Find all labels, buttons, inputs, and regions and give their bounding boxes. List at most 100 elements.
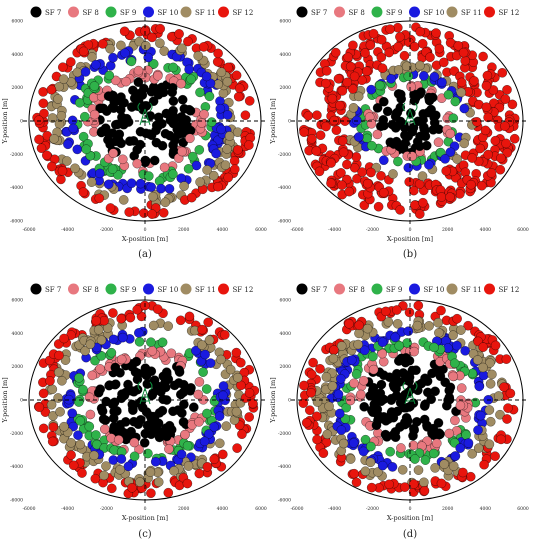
y-tick-label: -6000: [10, 498, 23, 504]
node-point: [176, 449, 187, 460]
node-point: [478, 362, 488, 373]
node-point: [130, 367, 141, 377]
node-point: [486, 168, 497, 178]
node-point: [85, 409, 96, 420]
node-point: [400, 419, 410, 430]
node-point: [149, 155, 160, 166]
node-point: [445, 192, 455, 202]
legend-label: SF 11: [195, 9, 216, 17]
x-tick-label: 6000: [255, 506, 267, 512]
node-point: [417, 171, 428, 181]
node-point: [467, 153, 477, 163]
node-point: [342, 159, 352, 170]
node-point: [234, 83, 245, 94]
node-point: [202, 408, 212, 419]
node-point: [59, 333, 69, 344]
node-point: [345, 61, 356, 72]
node-point: [116, 138, 126, 149]
node-point: [199, 109, 209, 120]
node-point: [163, 487, 174, 498]
legend-marker: [296, 6, 308, 18]
node-point: [505, 388, 516, 399]
node-point: [198, 367, 208, 377]
legend-marker: [371, 283, 383, 295]
node-point: [375, 80, 385, 91]
node-point: [333, 389, 344, 400]
node-point: [415, 26, 425, 37]
node-point: [400, 482, 410, 492]
node-point: [34, 134, 44, 145]
node-point: [103, 91, 114, 101]
node-point: [151, 137, 162, 148]
node-point: [66, 57, 76, 67]
y-tick-label: 4000: [12, 331, 24, 337]
node-point: [232, 443, 242, 453]
node-point: [329, 345, 339, 355]
node-point: [244, 412, 254, 422]
node-point: [123, 461, 134, 472]
node-point: [146, 488, 156, 498]
node-point: [413, 465, 424, 475]
node-point: [124, 207, 134, 217]
node-point: [394, 356, 404, 366]
node-point: [469, 76, 479, 86]
node-point: [384, 47, 394, 58]
node-point: [481, 102, 492, 112]
node-point: [463, 320, 473, 331]
node-point: [237, 429, 247, 439]
node-point: [418, 109, 428, 119]
node-point: [338, 147, 349, 158]
node-point: [445, 147, 456, 157]
legend-marker: [446, 6, 458, 18]
node-point: [388, 412, 399, 423]
node-point: [390, 111, 401, 122]
node-point: [345, 454, 356, 464]
node-point: [342, 77, 353, 88]
node-point: [373, 201, 384, 212]
node-point: [415, 209, 425, 219]
node-point: [376, 52, 387, 63]
node-point: [222, 76, 233, 87]
node-point: [445, 382, 456, 393]
chart-panel-c: SF 7 SF 8 SF 9 SF 10 SF 11 SF 12 -6000 -4000 -20…: [1, 283, 267, 540]
node-point: [450, 415, 460, 426]
node-point: [178, 387, 189, 398]
node-point: [146, 182, 156, 192]
node-point: [328, 353, 339, 364]
node-point: [95, 364, 105, 374]
node-point: [448, 330, 458, 340]
node-point: [54, 350, 64, 361]
y-tick-label: 0: [288, 398, 291, 404]
node-point: [404, 307, 415, 318]
node-point: [368, 28, 379, 39]
node-point: [377, 348, 387, 359]
legend-label: SF 7: [45, 286, 61, 294]
legend-marker: [68, 6, 79, 18]
node-point: [125, 312, 136, 323]
node-point: [141, 407, 152, 417]
node-point: [433, 317, 443, 328]
legend-label: SF 9: [120, 286, 136, 294]
node-point: [121, 387, 131, 398]
node-point: [148, 59, 159, 69]
node-point: [147, 32, 157, 43]
node-point: [459, 103, 470, 114]
x-tick-label: -2000: [100, 227, 113, 233]
node-point: [87, 370, 97, 381]
node-point: [84, 421, 95, 432]
node-point: [341, 402, 351, 413]
node-point: [393, 42, 403, 52]
node-point: [39, 108, 49, 119]
node-point: [437, 77, 447, 88]
node-point: [337, 136, 348, 146]
node-point: [499, 382, 509, 392]
node-point: [244, 140, 254, 150]
node-point: [404, 177, 414, 187]
node-point: [456, 87, 466, 98]
node-point: [382, 106, 393, 117]
node-point: [60, 355, 71, 365]
node-point: [85, 339, 96, 350]
node-point: [509, 133, 520, 144]
node-point: [132, 101, 142, 111]
node-point: [495, 164, 506, 175]
